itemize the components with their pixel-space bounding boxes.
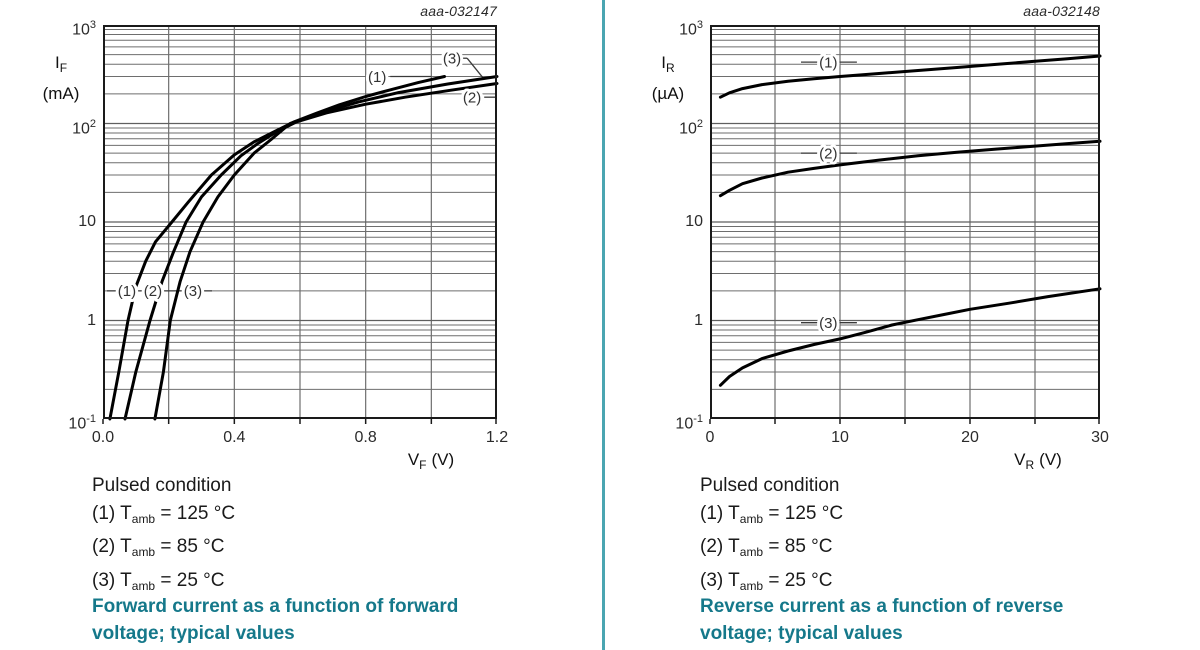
y-tick-label: 10-1	[68, 413, 96, 433]
y-axis-label: IR (µA)	[631, 50, 705, 107]
curve-label: (3)	[184, 283, 202, 300]
y-axis-unit: (µA)	[651, 84, 685, 103]
condition-line: Pulsed condition	[92, 475, 232, 496]
condition-line: (3) Tamb = 25 °C	[92, 569, 225, 593]
plot-area: (1) (2) (3) (1) (3) (2)	[102, 25, 499, 424]
y-axis-label: IF (mA)	[24, 50, 98, 107]
y-tick-label: 10	[78, 213, 96, 230]
plot-border	[103, 25, 497, 419]
condition-line: (1) Tamb = 125 °C	[700, 502, 844, 526]
curve-label: (2)	[463, 90, 481, 107]
x-tick-label: 10	[831, 429, 849, 446]
y-tick-label: 102	[72, 117, 96, 137]
x-tick-label: 0.0	[91, 429, 115, 446]
curve-label: (1)	[819, 55, 837, 72]
x-tick-label: 0	[705, 429, 715, 446]
curve-3	[718, 287, 1102, 387]
curve-label: (2)	[144, 283, 162, 300]
y-axis-symbol: IF	[54, 53, 68, 75]
curve-label: (2)	[819, 146, 837, 163]
curve-2	[718, 139, 1102, 198]
y-tick-label: 103	[72, 19, 96, 39]
conditions-block: Pulsed condition (1) Tamb = 125 °C (2) Tam…	[700, 472, 843, 600]
label-leader-line	[466, 57, 484, 79]
panel-divider	[602, 0, 605, 650]
y-tick-label: 10	[685, 213, 703, 230]
curve-1	[108, 75, 446, 421]
x-tick-label: 0.4	[223, 429, 246, 446]
condition-line: (2) Tamb = 85 °C	[92, 536, 225, 559]
x-axis-label: VR (V)	[1014, 450, 1062, 472]
caption-line: voltage; typical values	[700, 623, 903, 644]
x-axis-label: VF (V)	[407, 450, 455, 472]
curve-label: (1)	[118, 283, 136, 300]
caption-line: Reverse current as a function of reverse	[700, 596, 1064, 617]
forward-chart-panel: aaa-032147 IF (mA) (1) (2) (3) (1) (3) (2) VF…	[24, 3, 532, 647]
y-tick-label: 10-1	[675, 413, 703, 433]
curve-2	[123, 82, 499, 421]
x-tick-label: 30	[1091, 429, 1109, 446]
y-tick-label: 1	[694, 311, 703, 329]
condition-line: (2) Tamb = 85 °C	[700, 536, 833, 559]
chart-caption: Forward current as a function of forward…	[92, 593, 532, 647]
reverse-chart-panel: aaa-032148 IR (µA) (1) (2) (3) VR (V) Pulse…	[605, 0, 1200, 650]
curve-label: (3)	[443, 51, 461, 68]
condition-line: (3) Tamb = 25 °C	[700, 569, 833, 593]
x-tick-label: 1.2	[485, 429, 509, 446]
x-tick-label: 20	[961, 429, 979, 446]
plot-code: aaa-032148	[1023, 3, 1100, 19]
caption-line: voltage; typical values	[92, 623, 295, 644]
plot-code: aaa-032147	[420, 3, 497, 19]
curve-label: (3)	[819, 315, 837, 332]
plot-border	[710, 25, 1100, 419]
x-tick-label: 0.8	[354, 429, 377, 446]
caption-line: Forward current as a function of forward	[92, 596, 459, 617]
curve-1	[718, 54, 1102, 99]
conditions-block: Pulsed condition (1) Tamb = 125 °C (2) Tam…	[92, 472, 235, 600]
condition-line: (1) Tamb = 125 °C	[92, 502, 236, 526]
condition-line: Pulsed condition	[700, 475, 840, 496]
y-tick-label: 103	[679, 19, 703, 39]
plot-area: (1) (2) (3)	[709, 25, 1102, 424]
curve-label: (1)	[368, 69, 386, 86]
y-tick-label: 1	[87, 311, 96, 329]
y-tick-label: 102	[679, 117, 703, 137]
chart-caption: Reverse current as a function of reverse…	[700, 593, 1160, 647]
y-axis-unit: (mA)	[42, 84, 80, 103]
y-axis-symbol: IR	[661, 53, 675, 75]
curve-3	[153, 75, 499, 421]
